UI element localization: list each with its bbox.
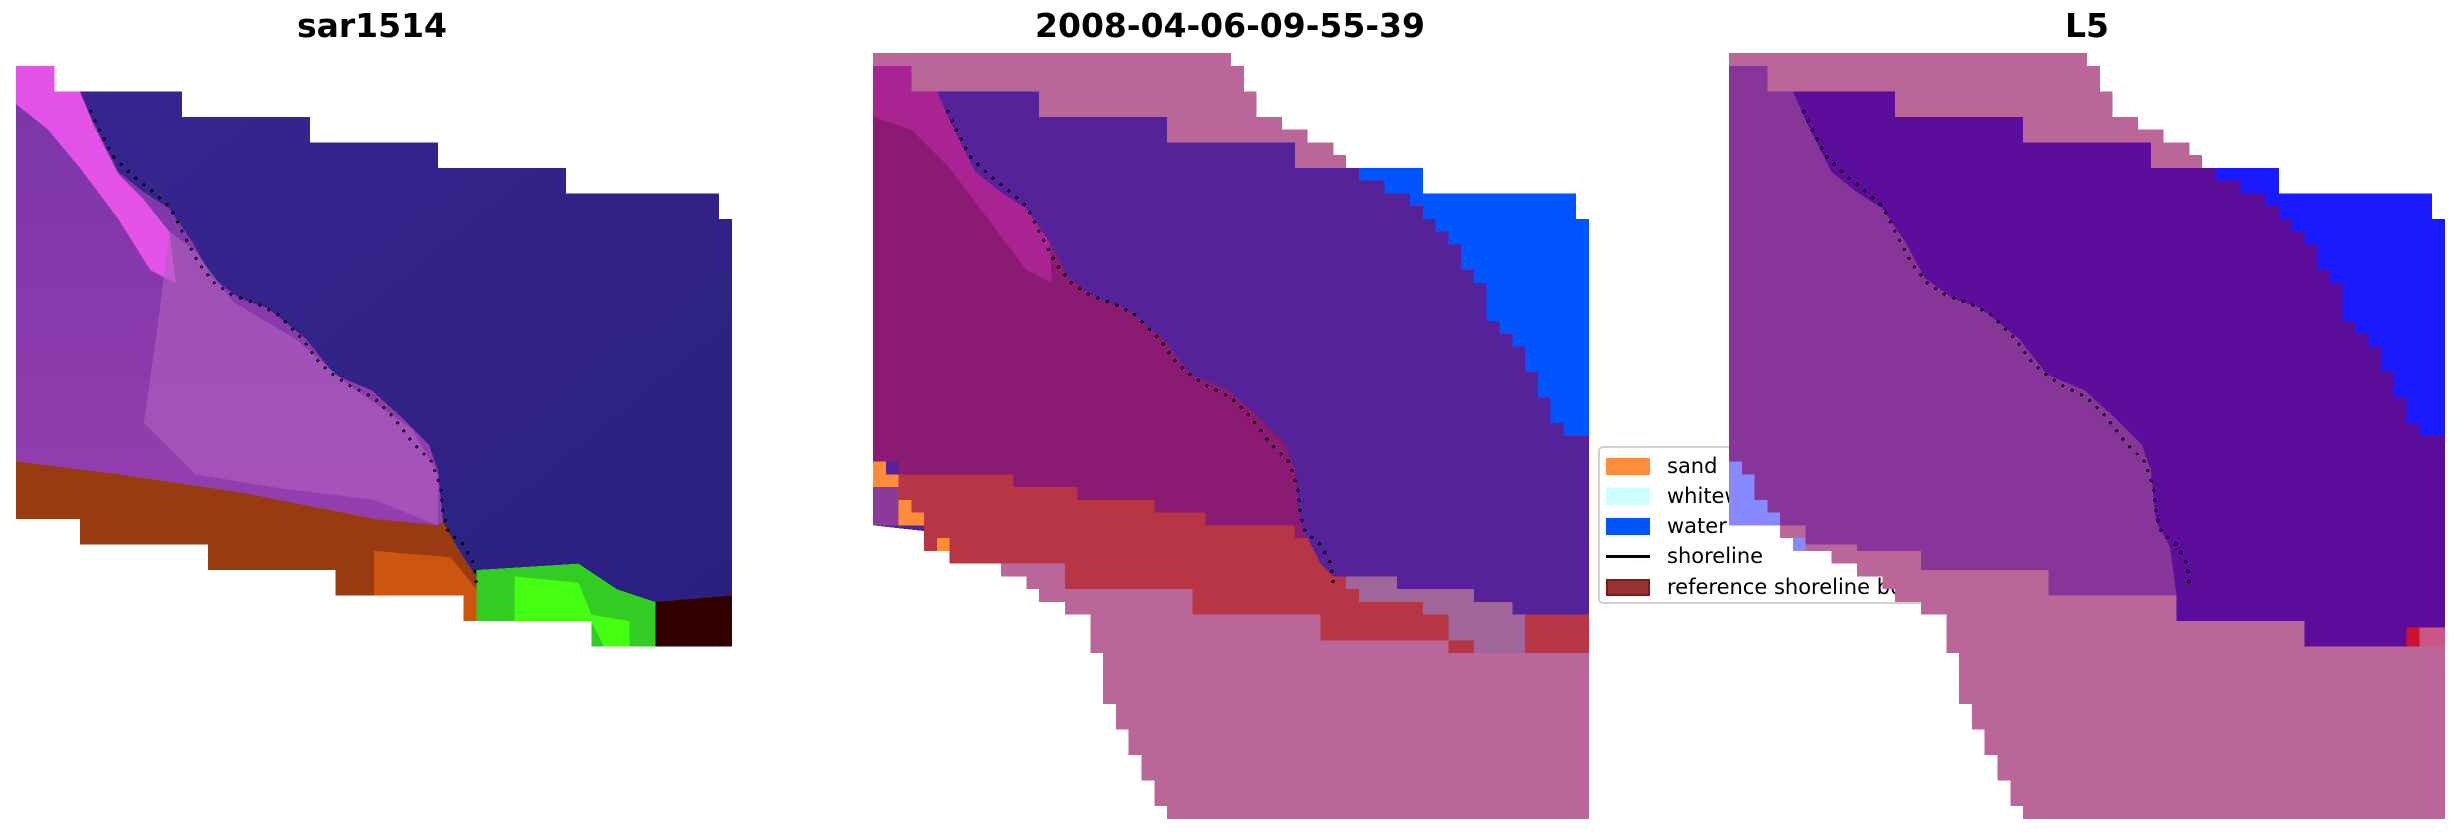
classified-buffer-corner xyxy=(1525,614,1589,654)
bright-green-patch xyxy=(514,576,630,647)
classified-image-panel xyxy=(873,53,1589,819)
sand-pixel xyxy=(873,461,886,488)
bright-sand-streak xyxy=(16,65,176,283)
legend-item-sand: sand xyxy=(1606,452,1717,480)
sand-pixel xyxy=(898,499,912,526)
classified-buffer xyxy=(898,474,1474,654)
shoreline-line-swatch xyxy=(1606,554,1650,558)
sand-pixel xyxy=(885,474,899,488)
dark-corner xyxy=(655,595,732,647)
legend-label: water xyxy=(1667,514,1727,538)
sand-pixel xyxy=(911,512,925,526)
vegetation-band xyxy=(16,461,477,622)
sand-swatch xyxy=(1606,457,1650,475)
land-highlight xyxy=(873,65,1052,283)
legend-label: sand xyxy=(1667,454,1718,478)
buffer-swatch xyxy=(1606,578,1650,596)
mixed-pixel xyxy=(873,487,899,526)
water-swatch xyxy=(1606,517,1650,535)
index-whitewater-pixel xyxy=(1792,538,1806,551)
rgb-image-panel xyxy=(16,53,732,819)
classified-ocean xyxy=(1358,167,1589,436)
index-pink-pixel xyxy=(2419,627,2445,647)
index-image-panel xyxy=(1729,53,2445,819)
index-land xyxy=(1729,65,2177,596)
panel-title-index: L5 xyxy=(2065,6,2109,45)
dry-sand-band xyxy=(143,231,438,526)
legend-item-shoreline: shoreline xyxy=(1606,542,1763,570)
legend-item-water: water xyxy=(1606,512,1727,540)
whitewater-swatch xyxy=(1606,487,1650,505)
index-ocean xyxy=(2214,167,2445,436)
sand-pixel xyxy=(936,538,950,551)
panel-title-classified: 2008-04-06-09-55-39 xyxy=(1035,6,1425,45)
classified-mauve xyxy=(1346,576,1526,654)
panel-title-rgb: sar1514 xyxy=(296,6,448,45)
bright-orange-patch xyxy=(374,550,477,622)
index-red-pixel xyxy=(2406,627,2420,647)
legend-label: shoreline xyxy=(1667,544,1764,568)
